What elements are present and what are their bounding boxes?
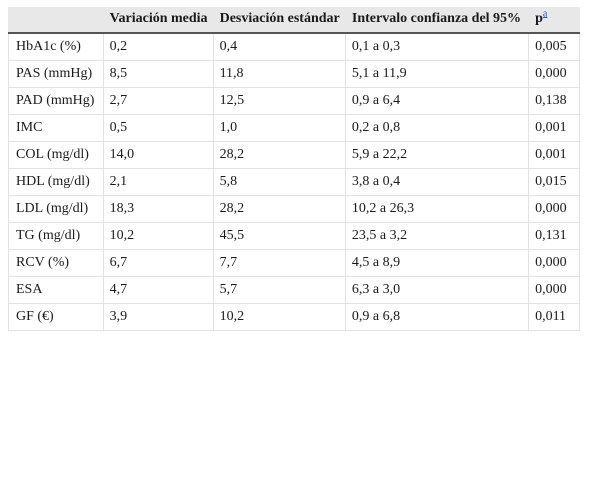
table-row: GF (€) 3,9 10,2 0,9 a 6,8 0,011 [8,304,580,331]
header-confidence-interval: Intervalo confianza del 95% [345,7,530,34]
cell-p-value: 0,011 [529,304,580,331]
cell-variable: HbA1c (%) [8,34,104,61]
cell-mean-change: 3,9 [103,304,214,331]
cell-mean-change: 10,2 [103,223,214,250]
cell-mean-change: 0,5 [103,115,214,142]
cell-std-dev: 11,8 [213,61,346,88]
cell-std-dev: 5,8 [213,169,346,196]
cell-p-value: 0,131 [529,223,580,250]
cell-confidence-interval: 3,8 a 0,4 [345,169,530,196]
cell-std-dev: 5,7 [213,277,346,304]
cell-variable: COL (mg/dl) [8,142,104,169]
cell-std-dev: 7,7 [213,250,346,277]
cell-variable: PAD (mmHg) [8,88,104,115]
cell-p-value: 0,000 [529,277,580,304]
header-std-dev: Desviación estándar [213,7,346,34]
cell-mean-change: 2,1 [103,169,214,196]
table-row: TG (mg/dl) 10,2 45,5 23,5 a 3,2 0,131 [8,223,580,250]
cell-mean-change: 2,7 [103,88,214,115]
table-row: LDL (mg/dl) 18,3 28,2 10,2 a 26,3 0,000 [8,196,580,223]
cell-p-value: 0,000 [529,61,580,88]
cell-p-value: 0,000 [529,250,580,277]
cell-variable: GF (€) [8,304,104,331]
table-row: ESA 4,7 5,7 6,3 a 3,0 0,000 [8,277,580,304]
cell-variable: RCV (%) [8,250,104,277]
cell-std-dev: 12,5 [213,88,346,115]
footnote-link[interactable]: a [542,8,548,20]
cell-confidence-interval: 5,9 a 22,2 [345,142,530,169]
cell-p-value: 0,001 [529,142,580,169]
cell-confidence-interval: 5,1 a 11,9 [345,61,530,88]
cell-variable: TG (mg/dl) [8,223,104,250]
cell-variable: IMC [8,115,104,142]
cell-mean-change: 8,5 [103,61,214,88]
cell-mean-change: 4,7 [103,277,214,304]
cell-variable: HDL (mg/dl) [8,169,104,196]
table-row: HDL (mg/dl) 2,1 5,8 3,8 a 0,4 0,015 [8,169,580,196]
cell-confidence-interval: 0,9 a 6,4 [345,88,530,115]
table-row: HbA1c (%) 0,2 0,4 0,1 a 0,3 0,005 [8,34,580,61]
cell-confidence-interval: 0,1 a 0,3 [345,34,530,61]
cell-confidence-interval: 10,2 a 26,3 [345,196,530,223]
cell-confidence-interval: 0,2 a 0,8 [345,115,530,142]
cell-std-dev: 28,2 [213,142,346,169]
header-mean-change: Variación media [103,7,214,34]
cell-std-dev: 1,0 [213,115,346,142]
cell-p-value: 0,015 [529,169,580,196]
cell-std-dev: 10,2 [213,304,346,331]
cell-p-value: 0,138 [529,88,580,115]
cell-confidence-interval: 0,9 a 6,8 [345,304,530,331]
cell-mean-change: 6,7 [103,250,214,277]
cell-mean-change: 18,3 [103,196,214,223]
cell-mean-change: 14,0 [103,142,214,169]
cell-variable: PAS (mmHg) [8,61,104,88]
header-p-label: p [535,11,543,26]
cell-variable: ESA [8,277,104,304]
cell-std-dev: 0,4 [213,34,346,61]
table-row: COL (mg/dl) 14,0 28,2 5,9 a 22,2 0,001 [8,142,580,169]
table-row: RCV (%) 6,7 7,7 4,5 a 8,9 0,000 [8,250,580,277]
cell-p-value: 0,001 [529,115,580,142]
table-row: PAD (mmHg) 2,7 12,5 0,9 a 6,4 0,138 [8,88,580,115]
table-row: PAS (mmHg) 8,5 11,8 5,1 a 11,9 0,000 [8,61,580,88]
header-variable [8,7,104,34]
cell-variable: LDL (mg/dl) [8,196,104,223]
cell-mean-change: 0,2 [103,34,214,61]
table-header-row: Variación media Desviación estándar Inte… [8,7,580,34]
header-p-value: pa [529,7,580,34]
cell-p-value: 0,000 [529,196,580,223]
table-row: IMC 0,5 1,0 0,2 a 0,8 0,001 [8,115,580,142]
cell-confidence-interval: 23,5 a 3,2 [345,223,530,250]
cell-std-dev: 45,5 [213,223,346,250]
cell-p-value: 0,005 [529,34,580,61]
results-table: Variación media Desviación estándar Inte… [8,7,580,331]
cell-std-dev: 28,2 [213,196,346,223]
cell-confidence-interval: 4,5 a 8,9 [345,250,530,277]
cell-confidence-interval: 6,3 a 3,0 [345,277,530,304]
